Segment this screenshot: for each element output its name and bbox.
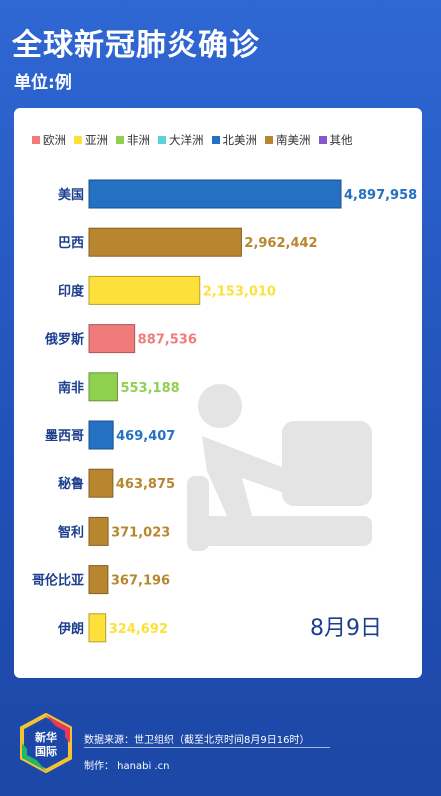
legend-item: 大洋洲	[158, 132, 204, 148]
legend-swatch	[265, 136, 273, 144]
legend-label: 亚洲	[85, 133, 108, 147]
value-label: 367,196	[111, 574, 170, 589]
legend-label: 欧洲	[43, 133, 66, 147]
category-label: 俄罗斯	[44, 332, 84, 348]
chart-card: 欧洲 亚洲 非洲 大洋洲 北美洲 南美洲 其他 美国 4,897,958 巴西 2,962,442…	[14, 108, 422, 678]
bar	[88, 468, 114, 498]
value-label: 553,188	[120, 381, 179, 396]
watermark-icon	[187, 384, 372, 551]
date-label: 8月9日	[310, 616, 382, 641]
category-label: 秘鲁	[58, 476, 84, 492]
category-label: 伊朗	[57, 621, 84, 637]
category-label: 印度	[58, 283, 85, 299]
footer-divider	[84, 747, 330, 748]
bar	[88, 179, 342, 209]
value-label: 2,153,010	[203, 284, 276, 299]
value-label: 469,407	[116, 429, 175, 444]
bar	[88, 420, 114, 450]
unit-label: 单位:例	[14, 73, 72, 93]
bar	[88, 372, 118, 402]
value-label: 371,023	[111, 525, 170, 540]
bar	[88, 227, 242, 257]
legend-item: 北美洲	[211, 132, 258, 148]
legend-swatch	[32, 136, 40, 144]
category-label: 智利	[58, 524, 84, 540]
category-label: 美国	[58, 187, 84, 203]
legend-label: 其他	[329, 133, 353, 147]
category-label: 巴西	[58, 236, 84, 251]
legend-item: 欧洲	[32, 132, 66, 148]
legend-label: 南美洲	[276, 133, 311, 147]
data-source: 数据来源：世卫组织（截至北京时间8月9日16时）	[84, 735, 310, 746]
legend-item: 其他	[318, 132, 353, 148]
maker-credit: 制作： hanabi .cn	[84, 761, 170, 772]
value-label: 463,875	[116, 477, 175, 492]
bar	[88, 275, 201, 305]
legend-swatch	[318, 136, 327, 144]
value-label: 324,692	[109, 622, 168, 637]
bar-chart: 美国 4,897,958 巴西 2,962,442 印度 2,153,010 俄罗斯 887,…	[32, 179, 417, 643]
legend-item: 亚洲	[74, 132, 108, 148]
svg-text:新华: 新华	[35, 730, 57, 744]
value-label: 4,897,958	[344, 188, 417, 203]
bar	[88, 324, 136, 354]
value-label: 2,962,442	[244, 236, 317, 251]
bar	[88, 613, 107, 643]
category-label: 哥伦比亚	[32, 573, 84, 589]
category-label: 墨西哥	[45, 428, 84, 444]
bar	[88, 516, 109, 546]
legend-label: 北美洲	[222, 133, 258, 147]
bar	[88, 565, 109, 595]
legend: 欧洲 亚洲 非洲 大洋洲 北美洲 南美洲 其他	[32, 132, 353, 148]
legend-swatch	[211, 136, 220, 144]
legend-item: 南美洲	[265, 132, 311, 148]
legend-swatch	[116, 136, 124, 144]
value-label: 887,536	[138, 333, 197, 348]
legend-label: 非洲	[127, 133, 150, 147]
legend-swatch	[74, 136, 82, 144]
legend-item: 非洲	[116, 132, 150, 148]
category-label: 南非	[58, 380, 84, 396]
svg-text:国际: 国际	[35, 744, 57, 758]
xinhua-logo: 新华 国际	[20, 713, 72, 773]
page-title: 全球新冠肺炎确诊	[12, 28, 260, 63]
legend-swatch	[158, 136, 166, 144]
legend-label: 大洋洲	[169, 133, 204, 147]
